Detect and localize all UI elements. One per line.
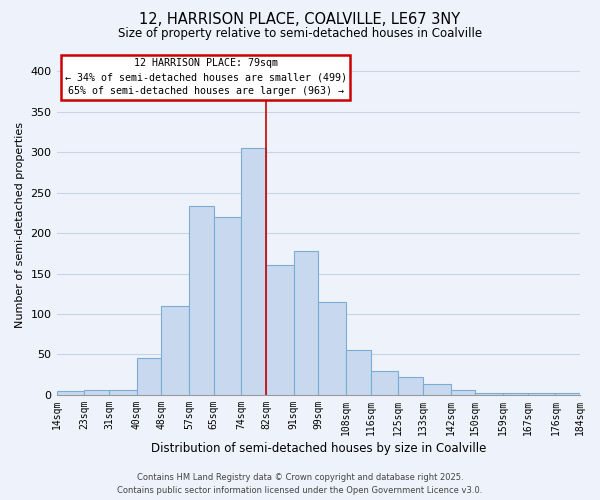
Bar <box>451 390 475 395</box>
Bar <box>423 384 451 395</box>
Bar <box>161 306 189 395</box>
Bar <box>189 206 214 395</box>
Bar <box>371 372 398 395</box>
Bar <box>137 358 161 395</box>
Bar <box>84 390 109 395</box>
Y-axis label: Number of semi-detached properties: Number of semi-detached properties <box>15 122 25 328</box>
Bar <box>503 394 527 395</box>
Text: Size of property relative to semi-detached houses in Coalville: Size of property relative to semi-detach… <box>118 28 482 40</box>
Bar <box>318 302 346 395</box>
Bar <box>475 394 503 395</box>
Bar <box>266 266 293 395</box>
Bar <box>241 148 266 395</box>
Text: Contains HM Land Registry data © Crown copyright and database right 2025.
Contai: Contains HM Land Registry data © Crown c… <box>118 474 482 495</box>
Bar <box>56 391 84 395</box>
Bar <box>109 390 137 395</box>
Bar <box>556 394 580 395</box>
Bar <box>398 377 423 395</box>
Bar <box>214 217 241 395</box>
Bar <box>346 350 371 395</box>
Text: 12, HARRISON PLACE, COALVILLE, LE67 3NY: 12, HARRISON PLACE, COALVILLE, LE67 3NY <box>139 12 461 28</box>
Bar <box>293 251 318 395</box>
X-axis label: Distribution of semi-detached houses by size in Coalville: Distribution of semi-detached houses by … <box>151 442 486 455</box>
Text: 12 HARRISON PLACE: 79sqm
← 34% of semi-detached houses are smaller (499)
65% of : 12 HARRISON PLACE: 79sqm ← 34% of semi-d… <box>65 58 347 96</box>
Bar <box>527 394 556 395</box>
